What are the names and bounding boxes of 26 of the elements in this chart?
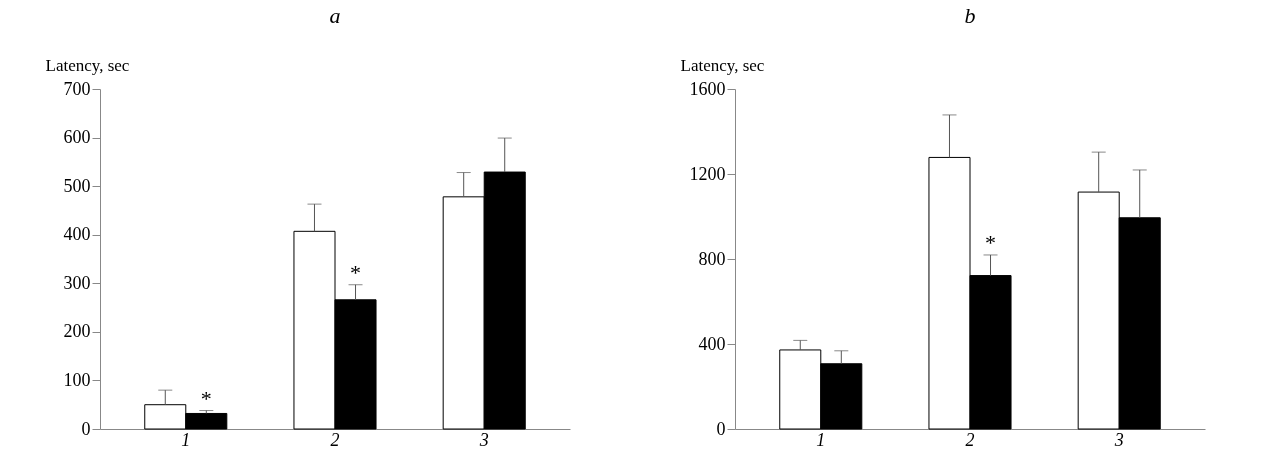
y-axis-title: Latency, sec xyxy=(45,55,130,75)
y-tick-label: 400 xyxy=(698,333,726,354)
y-tick-label: 700 xyxy=(63,78,91,99)
y-tick-label: 100 xyxy=(63,369,91,390)
y-tick-label: 1200 xyxy=(689,163,726,184)
y-tick-label: 800 xyxy=(698,248,726,269)
annotation: * xyxy=(985,229,997,255)
y-tick-label: 400 xyxy=(63,224,91,245)
annotation: * xyxy=(200,385,212,411)
x-tick-label: 1 xyxy=(816,429,826,450)
chart-title: a xyxy=(329,3,341,28)
x-tick-label: 1 xyxy=(181,429,191,450)
x-tick-label: 3 xyxy=(478,429,489,450)
annotation: * xyxy=(350,259,362,285)
y-tick-label: 300 xyxy=(63,272,91,293)
y-tick-label: 600 xyxy=(63,127,91,148)
chart-title: b xyxy=(964,3,976,28)
x-tick-label: 2 xyxy=(330,429,340,450)
y-tick-label: 0 xyxy=(716,418,726,439)
y-axis-title: Latency, sec xyxy=(680,55,765,75)
y-tick-label: 0 xyxy=(81,418,91,439)
y-tick-label: 1600 xyxy=(689,78,726,99)
x-tick-label: 3 xyxy=(1113,429,1124,450)
y-tick-label: 500 xyxy=(63,175,91,196)
x-tick-label: 2 xyxy=(965,429,975,450)
y-tick-label: 200 xyxy=(63,321,91,342)
